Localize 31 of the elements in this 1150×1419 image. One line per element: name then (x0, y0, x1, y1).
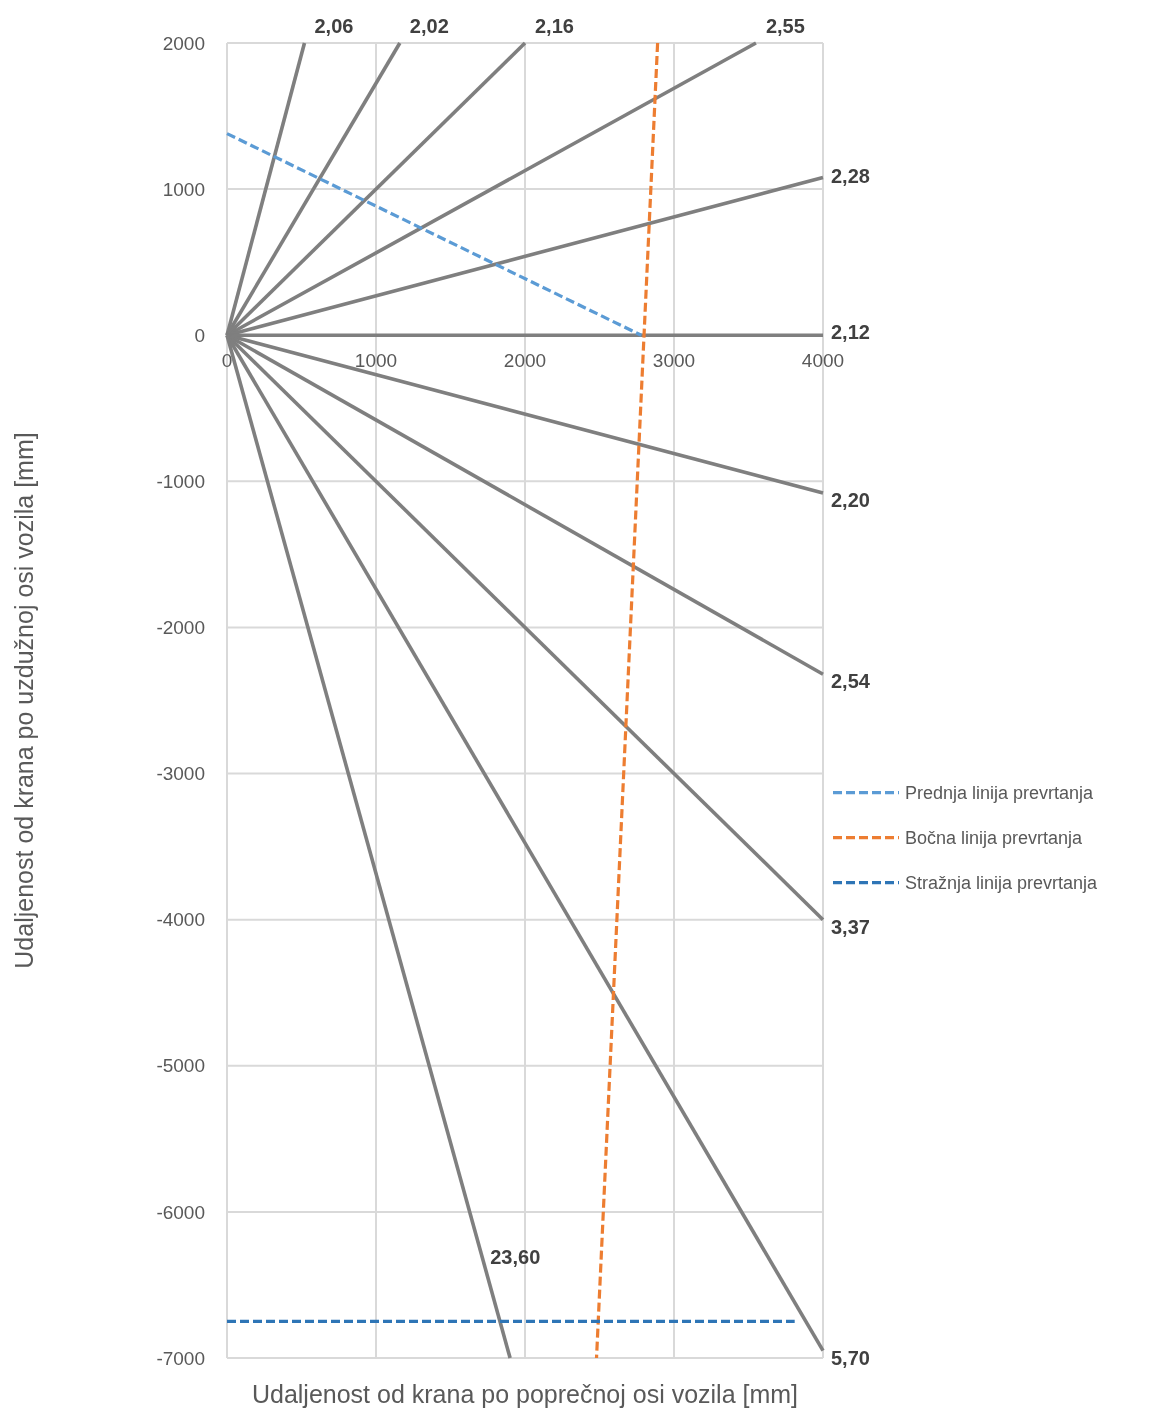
y-tick-label: -7000 (156, 1347, 205, 1369)
y-tick-label: -2000 (156, 617, 205, 639)
annotation: 2,28 (831, 165, 870, 188)
legend-label: Bočna linija prevrtanja (905, 827, 1084, 848)
legend-label: Stražnja linija prevrtanja (905, 872, 1099, 893)
annotation: 2,55 (765, 15, 805, 37)
x-tick-label: 3000 (652, 350, 696, 372)
y-tick-label: 0 (194, 324, 205, 346)
x-axis-title: Udaljenost od krana po poprečnoj osi vozila [mm] (251, 1380, 799, 1408)
y-tick-label: -6000 (156, 1201, 205, 1223)
annotation: 2,12 (831, 321, 870, 344)
legend-label: Prednja linija prevrtanja (905, 782, 1095, 803)
x-tick-label: 1000 (354, 350, 398, 372)
annotation: 2,02 (409, 15, 449, 37)
annotation: 2,54 (831, 670, 871, 693)
x-tick-label: 0 (221, 350, 233, 372)
y-axis-title: Udaljenost od krana po uzdužnoj osi vozila [mm] (10, 432, 38, 969)
annotation: 23,60 (490, 1246, 541, 1269)
y-tick-label: -4000 (156, 909, 205, 931)
y-tick-label: -1000 (156, 470, 205, 492)
x-tick-label: 2000 (503, 350, 547, 372)
annotation: 3,37 (831, 915, 870, 938)
annotation: 2,16 (535, 15, 574, 37)
y-tick-label: -3000 (156, 763, 205, 785)
annotation: 2,06 (314, 15, 354, 37)
y-tick-label: 2000 (162, 32, 205, 54)
y-tick-label: 1000 (162, 178, 205, 200)
x-tick-label: 4000 (801, 350, 845, 372)
annotation: 2,20 (831, 489, 870, 512)
annotation: 5,70 (831, 1346, 870, 1369)
y-tick-label: -5000 (156, 1055, 205, 1077)
